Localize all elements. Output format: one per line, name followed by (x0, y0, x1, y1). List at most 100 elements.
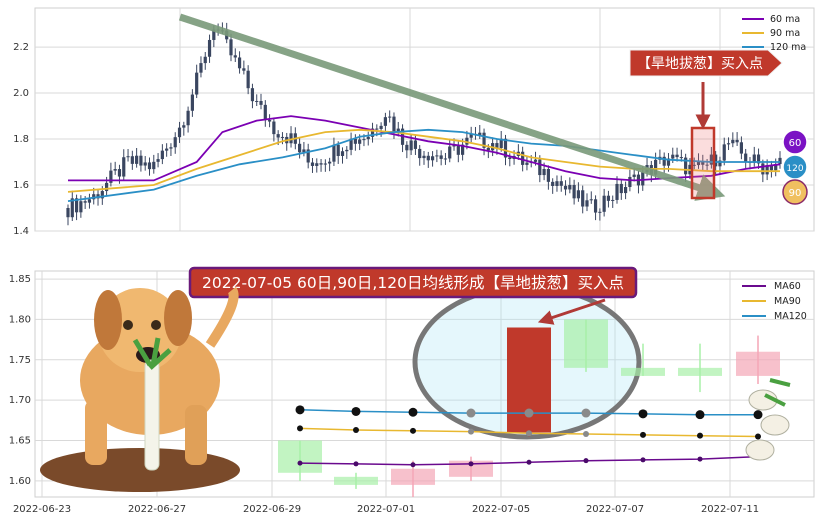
ma-point-ma90 (755, 433, 761, 440)
candle-body (370, 128, 375, 137)
candle-body (551, 181, 555, 186)
candle-body (709, 154, 713, 165)
candle-body (615, 183, 619, 200)
candle-body (70, 198, 74, 218)
dog-eye-right (151, 320, 161, 330)
dirt-mound (40, 448, 240, 492)
candle-body (152, 161, 156, 170)
candle-body (701, 161, 705, 165)
candle-body (366, 136, 370, 140)
candle-body (731, 139, 735, 144)
candle-body (302, 149, 306, 153)
badge-60-label: 60 (789, 138, 802, 149)
candle-body (632, 174, 636, 177)
candle-body (426, 155, 430, 161)
candle-body (486, 147, 490, 151)
candle-body (117, 169, 122, 177)
candle-body (182, 125, 186, 128)
ma-point-ma120 (408, 407, 418, 417)
x-tick-label: 2022-07-01 (357, 504, 415, 515)
candle-body (383, 117, 387, 126)
ma-point-ma120 (753, 410, 763, 420)
candle-body (678, 367, 722, 376)
candle-body (143, 162, 147, 166)
candle-body (621, 367, 665, 376)
candle-body (237, 57, 242, 69)
candle-body (756, 154, 761, 164)
candle-body (726, 143, 731, 145)
candle-body (246, 70, 250, 89)
bottom-legend: MA60 MA90 MA120 (742, 281, 807, 322)
candle-body (315, 163, 319, 166)
callout-banner (629, 49, 783, 77)
badge-90 (782, 179, 808, 205)
candle-body (769, 165, 774, 171)
candle-body (765, 165, 769, 175)
ma-point-ma60 (353, 461, 359, 467)
candle-body (606, 195, 611, 201)
candle-body (87, 199, 92, 203)
dog-ear-right (164, 290, 192, 346)
candle-body (280, 136, 285, 138)
ma-point-ma90 (297, 425, 303, 432)
candle-body (499, 138, 503, 148)
candle-body (563, 185, 568, 190)
candle-body (761, 163, 765, 175)
candle-body (619, 183, 623, 194)
candle-body (323, 163, 327, 165)
candle-body (435, 155, 439, 157)
y-tick-label: 1.80 (9, 314, 31, 325)
candle-body (623, 187, 628, 194)
candle-body (714, 154, 718, 167)
x-tick-label: 2022-07-11 (701, 504, 759, 515)
top-legend: 60 ma 90 ma 120 ma (742, 14, 806, 53)
bottom-y-ticks: 1.60 1.65 1.70 1.75 1.80 1.85 (9, 274, 31, 487)
candle-body (349, 138, 353, 150)
candle-body (375, 128, 379, 130)
badge-120 (782, 154, 808, 180)
candle-body (409, 140, 413, 151)
ma-point-ma60 (697, 456, 703, 462)
candle-body (135, 155, 139, 164)
candle-body (465, 137, 469, 145)
candle-body (521, 151, 525, 165)
candle-body (160, 150, 164, 160)
candle-body (495, 143, 499, 148)
ma-point-ma60 (468, 461, 474, 467)
scallion-bulbs (745, 378, 791, 461)
candle-body (328, 161, 332, 164)
ma-point-ma120 (351, 406, 361, 416)
ma-point-ma120 (524, 408, 534, 418)
candle-body (310, 162, 315, 166)
candle-body (263, 104, 267, 121)
candle-body (109, 170, 113, 183)
candle-body (83, 201, 87, 203)
candle-body (482, 132, 486, 148)
candle-body (744, 153, 748, 162)
y-tick-label: 1.75 (9, 355, 31, 366)
x-tick-label: 2022-06-29 (243, 504, 301, 515)
legend-label-ma90: MA90 (774, 296, 801, 307)
candle-body (212, 29, 216, 40)
candle-body (611, 199, 615, 201)
candle-body (593, 199, 598, 213)
dog-eye-left (123, 320, 133, 330)
ma-point-ma60 (410, 462, 416, 468)
ma-point-ma120 (295, 405, 305, 415)
chart-title: 2022-07-05 60日,90日,120日均线形成【旱地拔葱】买入点 (202, 274, 624, 292)
candle-body (774, 164, 778, 171)
scallion-bulb (745, 439, 775, 461)
candle-body (585, 200, 589, 207)
candle-body (461, 144, 465, 155)
candle-body (654, 159, 658, 175)
candle-body (666, 158, 671, 166)
candle-body (126, 156, 130, 158)
candle-body (736, 351, 780, 376)
x-tick-label: 2022-07-07 (586, 504, 644, 515)
candle-body (413, 140, 418, 149)
candle-body (156, 159, 160, 162)
x-tick-label: 2022-07-05 (472, 504, 530, 515)
candle-body (139, 155, 143, 166)
candle-body (443, 158, 448, 160)
